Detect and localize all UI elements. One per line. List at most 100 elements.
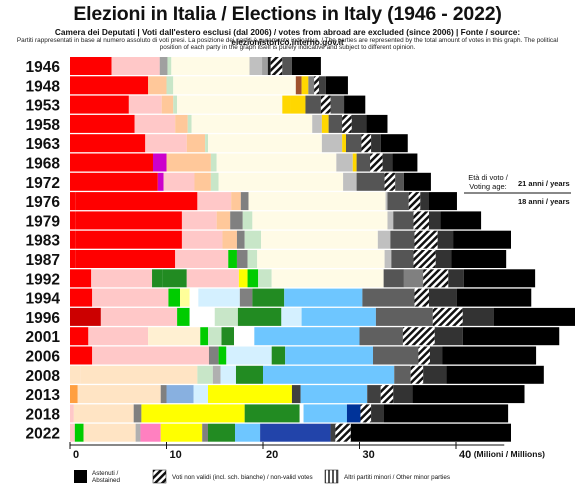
bar-segment-1968-10 xyxy=(382,153,393,172)
year-label-1963: 1963 xyxy=(26,136,61,153)
bar-segment-1958-1 xyxy=(70,114,135,133)
bar-segment-1968-4 xyxy=(210,153,217,172)
year-label-2001: 2001 xyxy=(26,329,61,346)
bar-segment-2006-3 xyxy=(208,346,219,365)
bar-segment-1992-7 xyxy=(247,269,259,288)
year-label-1996: 1996 xyxy=(26,310,61,327)
bar-segment-1996-12 xyxy=(493,307,575,326)
bar-segment-2022-5 xyxy=(140,423,161,442)
bar-segment-2018-10 xyxy=(371,404,384,423)
age-value-18: 18 anni / years xyxy=(518,197,570,206)
bar-segment-2022-2 xyxy=(74,423,84,442)
bar-segment-1983-5 xyxy=(236,230,245,249)
bar-segment-2013-6 xyxy=(208,385,292,404)
bar-segment-1972-11 xyxy=(403,172,431,191)
x-tick-label-40: 40 xyxy=(459,449,471,461)
bar-segment-2001-3 xyxy=(148,327,201,346)
bar-segment-2006-7 xyxy=(285,346,373,365)
bar-segment-1994-4 xyxy=(180,288,190,307)
x-tick-label-30: 30 xyxy=(363,449,375,461)
year-labels: 1946 1948 1953 1958 1963 1968 1972 1976 1979 1983… xyxy=(26,59,61,443)
bar-segment-2006-11 xyxy=(442,346,537,365)
bar-segment-1992-9 xyxy=(271,269,384,288)
bar-segment-1994-12 xyxy=(428,288,457,307)
bar-segment-1983-8 xyxy=(377,230,391,249)
bar-segment-2018-5 xyxy=(244,404,300,423)
bar-segment-1972-2 xyxy=(157,172,164,191)
bar-segment-1963-7 xyxy=(342,134,346,153)
bar-segment-2018-8 xyxy=(346,404,361,423)
bar-segment-1979-11 xyxy=(428,211,441,230)
year-label-1972: 1972 xyxy=(26,175,60,192)
bar-segment-1979-12 xyxy=(440,211,482,230)
x-tick-label-0: 0 xyxy=(73,449,79,461)
bar-segment-1994-8 xyxy=(252,288,285,307)
bar-segment-2008-6 xyxy=(235,365,263,384)
bar-segment-1946-10 xyxy=(282,57,292,75)
year-label-1946: 1946 xyxy=(26,59,61,76)
bar-segment-1992-1 xyxy=(70,269,92,288)
bar-segment-1972-4 xyxy=(194,172,211,191)
bar-segment-1994-9 xyxy=(284,288,363,307)
bar-segment-1948-4 xyxy=(173,76,296,95)
x-tick-label-10: 10 xyxy=(170,449,182,461)
bar-segment-2018-9 xyxy=(360,404,372,423)
bar-segment-1948-9 xyxy=(318,76,326,95)
bar-segment-1953-7 xyxy=(290,95,306,114)
bar-segment-1983-10 xyxy=(414,230,438,249)
bar-segment-2001-7 xyxy=(234,327,255,346)
bar-segment-1996-9 xyxy=(375,307,433,326)
bar-segment-2013-9 xyxy=(367,385,381,404)
bar-segment-1958-9 xyxy=(342,114,352,133)
bar-segment-2008-7 xyxy=(263,365,395,384)
bar-segment-2018-2 xyxy=(73,404,134,423)
bar-segment-1958-5 xyxy=(191,114,313,133)
bar-segment-1979-2 xyxy=(75,211,182,230)
year-label-1987: 1987 xyxy=(26,252,60,269)
bar-segment-2022-12 xyxy=(335,423,351,442)
bar-segment-2022-3 xyxy=(83,423,136,442)
year-label-1948: 1948 xyxy=(26,78,61,95)
bar-segment-1987-9 xyxy=(391,250,414,268)
bar-segment-1946-8 xyxy=(267,57,271,75)
bar-segment-1946-4 xyxy=(167,57,172,75)
bar-segment-1963-8 xyxy=(345,134,362,153)
year-label-2008: 2008 xyxy=(26,368,61,385)
bar-segment-1979-4 xyxy=(216,211,231,230)
bar-segment-1987-4 xyxy=(228,250,237,268)
x-axis: 0 10 20 30 40 (Milioni / Millions) xyxy=(69,442,545,461)
bar-segment-2006-9 xyxy=(418,346,430,365)
bar-segment-1953-11 xyxy=(344,95,366,114)
bar-segment-2022-6 xyxy=(160,423,203,442)
bar-segment-2022-10 xyxy=(260,423,331,442)
bar-segment-1972-1 xyxy=(70,172,158,191)
bar-segment-1992-5 xyxy=(186,269,239,288)
bar-segment-1968-1 xyxy=(70,153,153,172)
bar-segment-1958-6 xyxy=(312,114,322,133)
bar-segment-2006-8 xyxy=(373,346,419,365)
bar-segment-1958-10 xyxy=(351,114,367,133)
bar-segment-2001-8 xyxy=(254,327,360,346)
bar-segment-2008-8 xyxy=(394,365,411,384)
bar-segment-1948-5 xyxy=(295,76,302,95)
bar-segment-1963-6 xyxy=(321,134,343,153)
bar-segment-1976-10 xyxy=(420,192,429,211)
bar-segment-1972-5 xyxy=(210,172,219,191)
bar-segment-2008-5 xyxy=(220,365,236,384)
bar-segment-2022-11 xyxy=(330,423,336,442)
bar-segment-1987-10 xyxy=(413,250,436,268)
legend-abstained-line2: Abstained xyxy=(92,477,121,484)
bar-segment-1948-6 xyxy=(301,76,309,95)
bars-group xyxy=(70,57,575,442)
bar-segment-1953-10 xyxy=(330,95,345,114)
bar-segment-1979-1 xyxy=(70,211,76,230)
bar-segment-2006-10 xyxy=(429,346,443,365)
bar-segment-1976-1 xyxy=(70,192,76,211)
bar-segment-1979-7 xyxy=(252,211,388,230)
bar-segment-2001-6 xyxy=(221,327,235,346)
bar-segment-1987-8 xyxy=(384,250,392,268)
bar-segment-1983-11 xyxy=(437,230,454,249)
year-label-2022: 2022 xyxy=(26,426,60,443)
bar-segment-1963-5 xyxy=(208,134,322,153)
bar-segment-1979-3 xyxy=(181,211,217,230)
